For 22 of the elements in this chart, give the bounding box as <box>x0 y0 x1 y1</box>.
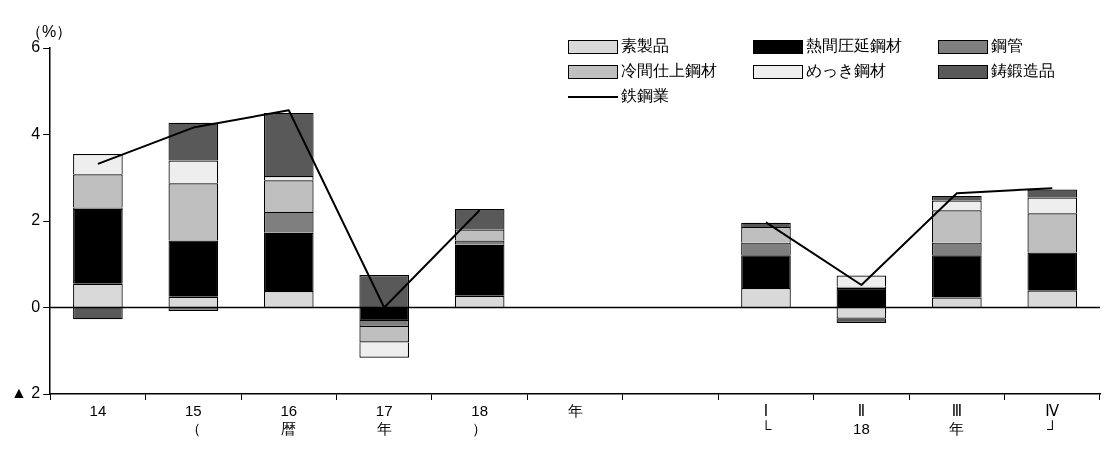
legend-label: 冷間仕上鋼材 <box>621 61 717 81</box>
legend-label: 鋳鍛造品 <box>991 61 1055 81</box>
x-tick-label: 15 （ <box>184 402 202 438</box>
x-tick-label: 16 暦 <box>280 402 298 438</box>
x-tick-label: Ⅳ ┘ <box>1045 402 1060 438</box>
x-tick-label: 年 <box>567 402 583 420</box>
legend-label: 鋼管 <box>991 36 1023 56</box>
y-tick-label: 0 <box>31 297 41 315</box>
x-tick-label: Ⅱ 18 <box>853 402 870 438</box>
x-tick-label: 17 年 <box>375 402 393 438</box>
y-axis-title: （%） <box>26 22 73 41</box>
x-tick-label: Ⅲ 年 <box>949 402 965 438</box>
y-tick-label: 4 <box>31 124 41 142</box>
y-tick-label: 2 <box>31 211 41 229</box>
legend-label: めっき鋼材 <box>806 61 886 81</box>
y-tick-label: ▲ 2 <box>10 384 41 402</box>
legend-label: 素製品 <box>621 36 669 56</box>
x-tick-label: Ⅰ └ <box>760 402 772 438</box>
legend-label: 熱間圧延鋼材 <box>806 36 902 56</box>
x-tick-label: 14 <box>89 402 107 420</box>
x-tick-label: 18 ） <box>471 402 488 438</box>
legend-label: 鉄鋼業 <box>621 86 669 106</box>
